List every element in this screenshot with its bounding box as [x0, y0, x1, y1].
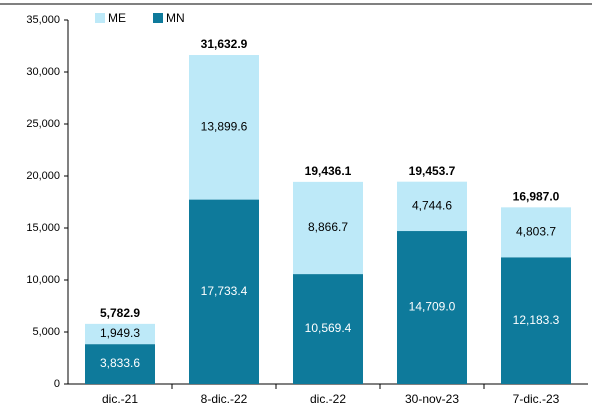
y-tick-label: 20,000 — [26, 170, 60, 182]
total-label: 16,987.0 — [513, 190, 560, 204]
value-label: 4,744.6 — [412, 199, 452, 213]
total-label: 19,436.1 — [305, 164, 352, 178]
bar-segment — [189, 199, 259, 384]
y-tick-label: 35,000 — [26, 14, 60, 26]
value-label: 4,803.7 — [516, 224, 556, 238]
bar-segment — [85, 323, 155, 345]
legend-swatch — [153, 13, 163, 23]
x-tick-label: dic.-21 — [102, 392, 138, 406]
bar-segment — [501, 207, 571, 258]
value-label: 10,569.4 — [305, 321, 352, 335]
total-label: 19,453.7 — [409, 164, 456, 178]
value-label: 12,183.3 — [513, 313, 560, 327]
legend-label: ME — [108, 11, 126, 25]
value-label: 13,899.6 — [201, 119, 248, 133]
total-label: 5,782.9 — [100, 306, 140, 320]
bar-segment — [397, 181, 467, 232]
bar-segment — [501, 257, 571, 384]
value-label: 14,709.0 — [409, 300, 456, 314]
total-label: 31,632.9 — [201, 37, 248, 51]
bar-segment — [397, 231, 467, 384]
value-label: 17,733.4 — [201, 284, 248, 298]
value-label: 8,866.7 — [308, 220, 348, 234]
y-tick-label: 30,000 — [26, 66, 60, 78]
x-tick-label: 30-nov-23 — [405, 392, 459, 406]
x-tick-label: dic.-22 — [310, 392, 346, 406]
y-tick-label: 0 — [54, 378, 60, 390]
y-tick-label: 10,000 — [26, 274, 60, 286]
bar-segment — [293, 274, 363, 384]
legend-label: MN — [166, 11, 185, 25]
y-tick-label: 15,000 — [26, 222, 60, 234]
value-label: 3,833.6 — [100, 356, 140, 370]
x-tick-label: 8-dic.-22 — [201, 392, 248, 406]
y-tick-label: 5,000 — [32, 326, 60, 338]
x-tick-label: 7-dic.-23 — [513, 392, 560, 406]
bar-segment — [85, 344, 155, 384]
legend-swatch — [95, 13, 105, 23]
bar-segment — [189, 55, 259, 200]
bar-segment — [293, 181, 363, 275]
value-label: 1,949.3 — [100, 326, 140, 340]
y-tick-label: 25,000 — [26, 118, 60, 130]
